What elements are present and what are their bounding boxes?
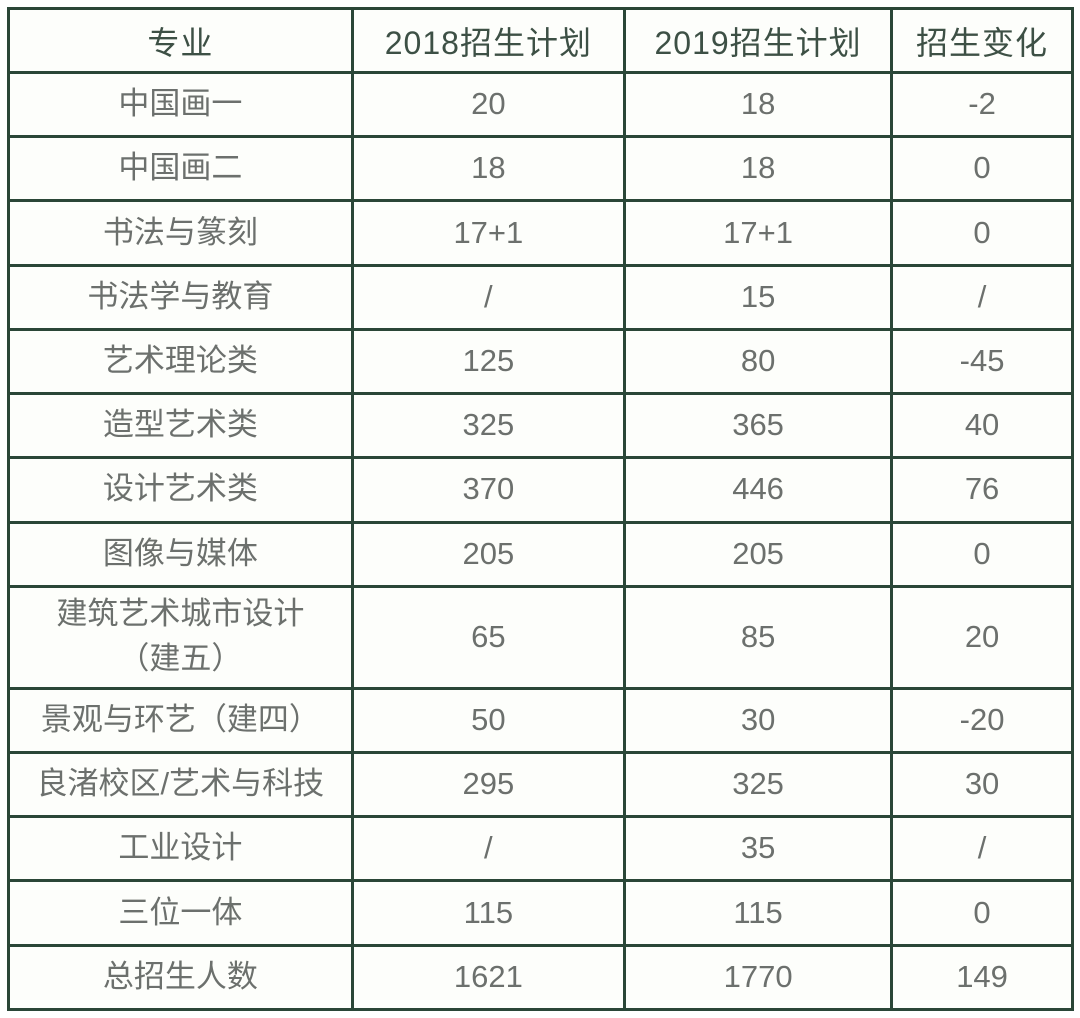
value-cell: 18 [350, 135, 627, 203]
value-cell: 205 [350, 520, 627, 588]
value-cell: 115 [350, 879, 627, 947]
table-row: 书法与篆刻 17+1 17+1 0 [7, 199, 1074, 267]
value-cell: 1621 [350, 943, 627, 1012]
column-header: 招生变化 [890, 7, 1074, 74]
major-label: 书法学与教育 [7, 263, 354, 331]
value-cell: 325 [623, 750, 894, 819]
value-cell: 370 [350, 456, 627, 524]
value-cell: 80 [623, 327, 894, 396]
value-cell: 365 [623, 392, 894, 460]
value-cell: 15 [623, 263, 894, 331]
value-cell: -45 [890, 327, 1074, 396]
value-cell: / [350, 815, 627, 883]
column-header: 2019招生计划 [623, 7, 894, 74]
value-cell: 20 [890, 584, 1074, 690]
table-row: 工业设计/35/ [7, 815, 1074, 883]
column-header: 2018招生计划 [350, 7, 627, 74]
major-label: 建筑艺术城市设计 （建五） [7, 584, 354, 690]
major-label: 设计艺术类 [7, 456, 354, 524]
major-label: 总招生人数 [7, 943, 354, 1012]
major-label: 良渚校区/艺术与科技 [7, 750, 354, 819]
value-cell: 35 [623, 815, 894, 883]
value-cell: 205 [623, 520, 894, 588]
table-row: 总招生人数 1621 1770 149 [7, 943, 1074, 1012]
value-cell: / [890, 263, 1074, 331]
value-cell: 0 [890, 199, 1074, 267]
value-cell: 0 [890, 135, 1074, 203]
table-row: 设计艺术类 370 446 76 [7, 456, 1074, 524]
value-cell: 17+1 [623, 199, 894, 267]
table-row: 景观与环艺（建四） 50 30 -20 [7, 686, 1074, 754]
value-cell: 30 [623, 686, 894, 754]
value-cell: 115 [623, 879, 894, 947]
value-cell: / [890, 815, 1074, 883]
value-cell: 50 [350, 686, 627, 754]
value-cell: 65 [350, 584, 627, 690]
table-row: 艺术理论类 125 80 -45 [7, 327, 1074, 396]
value-cell: 0 [890, 879, 1074, 947]
value-cell: 149 [890, 943, 1074, 1012]
major-label: 艺术理论类 [7, 327, 354, 396]
major-label: 中国画二 [7, 135, 354, 203]
value-cell: 325 [350, 392, 627, 460]
value-cell: 20 [350, 70, 627, 139]
table-row: 三位一体 115 115 0 [7, 879, 1074, 947]
value-cell: 17+1 [350, 199, 627, 267]
table-body: 中国画一 20 18 -2 中国画二 18 18 0 书法与篆刻 17+1 17+1 0 书法学与教育 /… [7, 70, 1074, 1012]
value-cell: -2 [890, 70, 1074, 139]
value-cell: 1770 [623, 943, 894, 1012]
major-label: 工业设计 [7, 815, 354, 883]
value-cell: -20 [890, 686, 1074, 754]
table-row: 造型艺术类 325 365 40 [7, 392, 1074, 460]
major-label: 中国画一 [7, 70, 354, 139]
value-cell: 446 [623, 456, 894, 524]
value-cell: 0 [890, 520, 1074, 588]
table-row: 中国画二 18 18 0 [7, 135, 1074, 203]
table-row: 中国画一 20 18 -2 [7, 70, 1074, 139]
table-row: 图像与媒体 205 205 0 [7, 520, 1074, 588]
major-label: 三位一体 [7, 879, 354, 947]
header-row: 专业 2018招生计划 2019招生计划 招生变化 [7, 7, 1074, 74]
value-cell: 295 [350, 750, 627, 819]
table-row: 书法学与教育/15/ [7, 263, 1074, 331]
value-cell: 18 [623, 135, 894, 203]
value-cell: 76 [890, 456, 1074, 524]
major-label: 造型艺术类 [7, 392, 354, 460]
column-header: 专业 [7, 7, 354, 74]
value-cell: / [350, 263, 627, 331]
major-label: 景观与环艺（建四） [7, 686, 354, 754]
value-cell: 125 [350, 327, 627, 396]
major-label: 书法与篆刻 [7, 199, 354, 267]
table-header: 专业 2018招生计划 2019招生计划 招生变化 [7, 7, 1074, 74]
value-cell: 30 [890, 750, 1074, 819]
admissions-table: 专业 2018招生计划 2019招生计划 招生变化 中国画一 20 18 -2 中国画二 18 1… [7, 7, 1074, 1012]
table-row: 良渚校区/艺术与科技 295 325 30 [7, 750, 1074, 819]
value-cell: 18 [623, 70, 894, 139]
major-label: 图像与媒体 [7, 520, 354, 588]
table-row: 建筑艺术城市设计 （建五） 65 85 20 [7, 584, 1074, 690]
value-cell: 85 [623, 584, 894, 690]
value-cell: 40 [890, 392, 1074, 460]
